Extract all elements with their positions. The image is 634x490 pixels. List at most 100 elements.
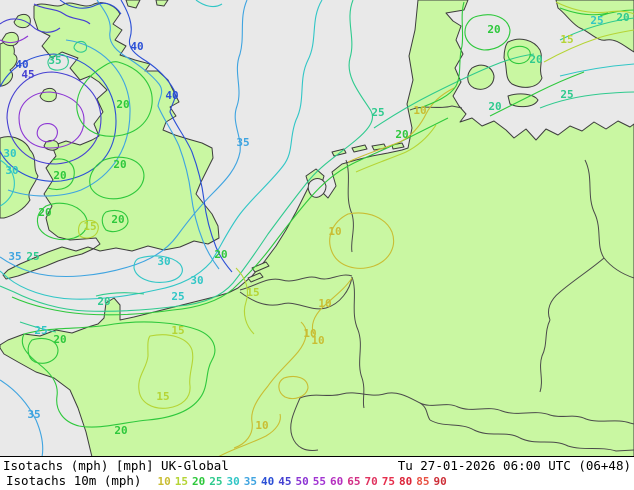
contour-value-label: 15 [560, 33, 573, 46]
scale-value-50: 50 [295, 475, 309, 488]
isotach-contour-15 [235, 267, 255, 335]
landmass-great-britain [2, 2, 220, 280]
contour-value-label: 40 [130, 40, 143, 53]
contour-value-label: 20 [488, 100, 501, 113]
contour-value-label: 10 [318, 297, 331, 310]
isotach-contour-40 [120, 0, 233, 273]
isotach-contour-45 [6, 71, 102, 165]
isotach-contour-15 [555, 1, 634, 15]
contour-value-label: 20 [529, 53, 542, 66]
scale-value-75: 75 [381, 475, 395, 488]
contour-value-label: 10 [255, 419, 268, 432]
caption-row-2: Isotachs 10m (mph) 10 15 20 25 30 35 40 45 50 55 6… [0, 473, 634, 489]
isotach-contour-10 [347, 87, 455, 163]
contour-value-label: 25 [34, 324, 47, 337]
scale-value-55: 55 [312, 475, 326, 488]
landmass-continent [0, 0, 634, 456]
isotach-contour-10 [233, 321, 307, 449]
isotach-contour-25 [539, 91, 634, 109]
contour-value-label: 25 [560, 88, 573, 101]
isotach-contour-20 [419, 1, 465, 109]
isotach-contour-20 [47, 158, 75, 191]
isotach-contour-30 [133, 255, 183, 283]
scale-value-20: 20 [191, 475, 206, 488]
contour-value-label: 20 [113, 158, 126, 171]
map-title: Isotachs (mph) [mph] UK-Global [3, 458, 229, 473]
isotach-contour-30 [0, 159, 15, 207]
isotach-contour-50 [36, 123, 58, 143]
contour-value-label: 15 [83, 220, 96, 233]
contour-value-label: 25 [26, 250, 39, 263]
scale-value-65: 65 [347, 475, 361, 488]
isotach-contour-10 [329, 212, 395, 269]
scale-value-10: 10 [157, 475, 171, 488]
border-ch-north [299, 392, 421, 404]
isotach-contour-20 [101, 209, 129, 233]
isotach-contour-45 [33, 3, 91, 25]
isotach-contours [0, 0, 634, 456]
border-nl-de [345, 159, 354, 253]
contour-value-label: 20 [616, 11, 629, 24]
isotach-contour-50 [18, 91, 85, 149]
scale-value-85: 85 [416, 475, 430, 488]
border-cz-west [547, 257, 605, 321]
isotach-contour-40 [0, 53, 117, 182]
contour-value-label: 15 [246, 286, 259, 299]
contour-value-label: 20 [214, 248, 227, 261]
border-ch-west [290, 397, 319, 451]
isotach-contour-25 [373, 53, 535, 129]
contour-value-label: 30 [5, 164, 18, 177]
isotach-contour-35 [96, 0, 220, 270]
isotach-contour-20 [507, 45, 531, 65]
isotach-contour-25 [559, 17, 634, 41]
scale-value-15: 15 [174, 475, 188, 488]
lake-ijsselmeer [307, 178, 327, 198]
isotach-contour-45 [0, 18, 61, 33]
scale-value-25: 25 [209, 475, 223, 488]
isotach-contour-20 [11, 117, 449, 316]
caption-bar: Isotachs (mph) [mph] UK-Global Tu 27-01-… [0, 457, 634, 489]
isotach-contour-10 [218, 413, 281, 456]
contour-value-label: 20 [53, 169, 66, 182]
contour-value-label: 30 [3, 147, 16, 160]
isotach-contour-25 [19, 321, 57, 333]
isotach-contour-40 [59, 0, 122, 15]
wind-speed-scale: 10 15 20 25 30 35 40 45 50 55 60 65 70 75 80 85 90 [157, 475, 446, 489]
isotach-contour-20 [89, 156, 145, 200]
isotach-contour-15 [77, 219, 99, 239]
contour-value-label: 30 [190, 274, 203, 287]
contour-value-label: 15 [171, 324, 184, 337]
scale-value-60: 60 [329, 475, 344, 488]
scale-value-30: 30 [226, 475, 240, 488]
isotach-contour-20 [21, 321, 216, 428]
border-be-north [239, 274, 353, 291]
contour-value-label: 35 [8, 250, 21, 263]
border-de-pl [584, 159, 605, 259]
island-frisian-2 [351, 144, 368, 153]
contour-value-label: 40 [15, 58, 28, 71]
contour-value-label: 10 [413, 104, 426, 117]
island-orkney [125, 0, 141, 9]
contour-value-label: 30 [157, 255, 170, 268]
border-dk-de [409, 105, 463, 111]
isotach-contour-50 [0, 35, 29, 44]
island-shetland [155, 0, 169, 7]
border-at-south [429, 419, 634, 452]
layer-label: Isotachs 10m (mph) [6, 473, 142, 488]
contour-value-label: 40 [165, 89, 178, 102]
country-borders [239, 105, 634, 452]
scale-value-80: 80 [398, 475, 413, 488]
contour-value-label: 10 [311, 334, 324, 347]
contour-value-label: 15 [156, 390, 169, 403]
contour-value-label: 25 [590, 14, 603, 27]
contour-value-label: 35 [48, 54, 61, 67]
border-at-north [419, 402, 634, 425]
scale-value-70: 70 [364, 475, 378, 488]
isotach-contour-35 [0, 0, 248, 277]
contour-value-label: 20 [111, 213, 124, 226]
scale-value-90: 90 [433, 475, 447, 488]
border-de-cz-south [539, 319, 551, 393]
